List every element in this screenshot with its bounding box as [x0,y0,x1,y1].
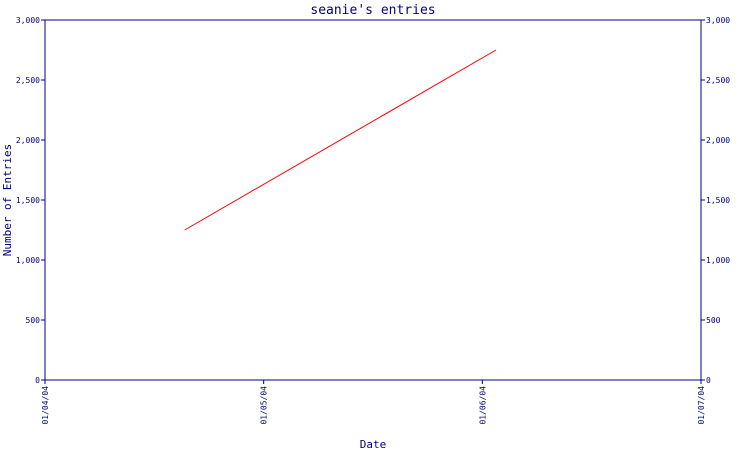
y-tick-label-left: 1,000 [16,256,40,265]
y-tick-label-left: 3,000 [16,16,40,25]
y-tick-label-right: 1,000 [706,256,730,265]
y-tick-label-left: 1,500 [16,196,40,205]
x-tick-label: 01/04/04 [41,386,50,425]
y-tick-label-right: 3,000 [706,16,730,25]
y-tick-label-right: 0 [706,376,711,385]
x-axis-label: Date [360,438,387,450]
y-tick-label-left: 2,500 [16,76,40,85]
y-tick-label-left: 2,000 [16,136,40,145]
y-tick-label-left: 0 [35,376,40,385]
y-tick-label-left: 500 [26,316,41,325]
chart-title: seanie's entries [310,3,435,18]
x-tick-label: 01/05/04 [260,386,269,425]
plot-area: 0 0 500 500 1,000 1,000 1,500 1,500 2,000 2,000 2,… [16,16,730,425]
y-tick-label-right: 1,500 [706,196,730,205]
y-tick-label-right: 2,000 [706,136,730,145]
x-tick-label: 01/07/04 [697,386,706,425]
plot-frame [44,19,702,381]
y-axis-label: Number of Entries [1,144,14,257]
y-tick-label-right: 500 [706,316,721,325]
series-line [184,49,497,231]
x-tick-label: 01/06/04 [478,386,487,425]
y-tick-label-right: 2,500 [706,76,730,85]
